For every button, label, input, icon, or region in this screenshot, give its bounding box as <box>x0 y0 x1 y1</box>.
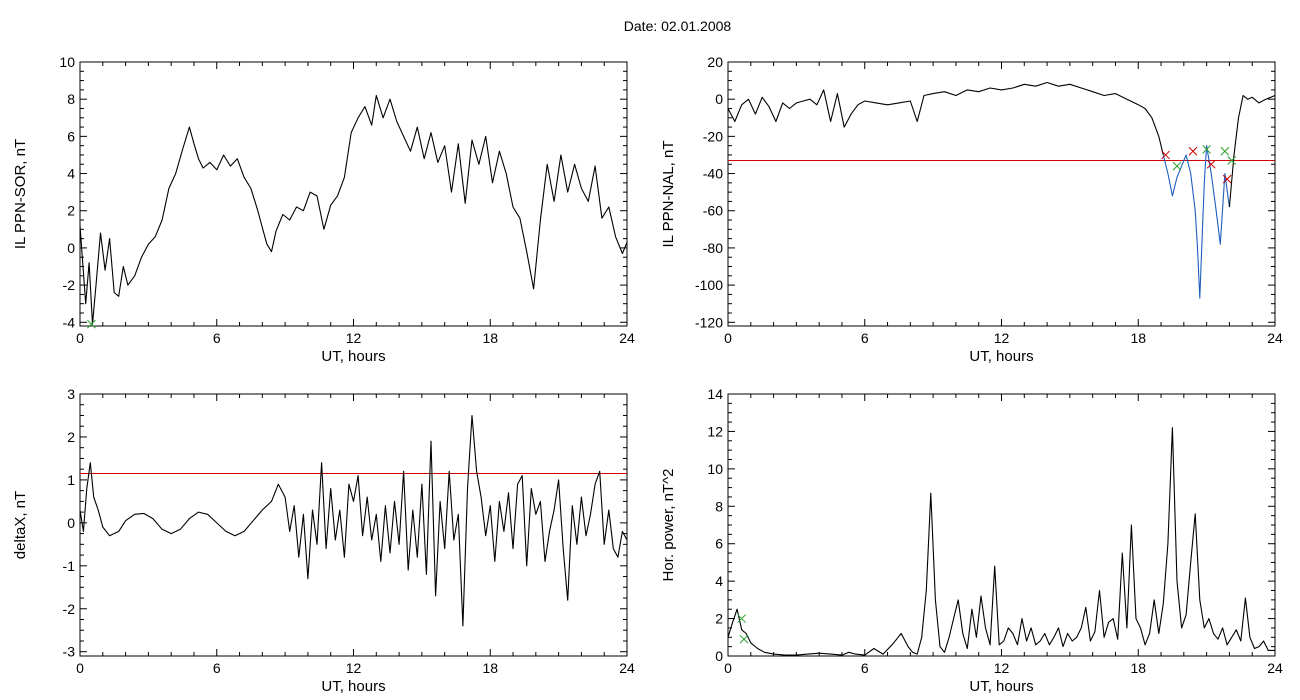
event-marker <box>1202 145 1211 154</box>
y-tick-label: -20 <box>703 128 723 144</box>
event-marker-stroke <box>1161 150 1170 160</box>
x-tick-label: 6 <box>213 660 221 676</box>
y-tick-label: -4 <box>63 314 76 330</box>
y-tick-label: -120 <box>695 314 723 330</box>
event-marker <box>739 634 749 644</box>
x-tick-label: 24 <box>1267 660 1283 676</box>
event-marker-stroke <box>1220 146 1230 156</box>
y-tick-label: -40 <box>703 166 723 182</box>
event-marker <box>1220 146 1230 156</box>
event-marker <box>1172 161 1182 171</box>
x-tick-label: 0 <box>724 660 732 676</box>
y-tick-label: 4 <box>67 166 75 182</box>
x-tick-label: 18 <box>482 660 498 676</box>
x-tick-label: 24 <box>1267 330 1283 346</box>
event-marker-stroke <box>1188 146 1198 156</box>
y-tick-label: 6 <box>67 128 75 144</box>
y-axis-label: IL PPN-NAL, nT <box>660 141 677 248</box>
y-tick-label: -80 <box>703 240 723 256</box>
y-tick-label: 8 <box>715 498 723 514</box>
y-tick-label: -60 <box>703 203 723 219</box>
y-tick-label: 3 <box>67 386 75 402</box>
x-tick-label: 0 <box>76 660 84 676</box>
x-tick-label: 6 <box>213 330 221 346</box>
event-marker-stroke <box>737 614 747 623</box>
x-tick-label: 24 <box>619 660 635 676</box>
event-marker <box>1161 150 1170 160</box>
y-tick-label: 10 <box>59 54 75 70</box>
x-axis-label: UT, hours <box>321 348 385 365</box>
event-marker <box>1222 174 1232 184</box>
x-tick-label: 0 <box>724 330 732 346</box>
y-tick-label: 1 <box>67 472 75 488</box>
y-tick-label: -1 <box>63 558 76 574</box>
y-tick-label: 2 <box>715 611 723 627</box>
y-tick-label: 6 <box>715 536 723 552</box>
event-marker-stroke <box>1222 174 1232 184</box>
x-tick-label: 18 <box>482 330 498 346</box>
event-marker <box>1188 146 1198 156</box>
y-tick-label: 2 <box>67 203 75 219</box>
plot-frame <box>79 61 628 327</box>
x-tick-label: 18 <box>1130 330 1146 346</box>
y-tick-label: 4 <box>715 573 723 589</box>
y-tick-label: -2 <box>63 277 76 293</box>
data-series-line <box>80 94 627 325</box>
y-tick-label: 10 <box>707 461 723 477</box>
y-tick-label: -3 <box>63 644 76 660</box>
data-series-line <box>80 414 627 627</box>
x-axis-label: UT, hours <box>321 678 385 695</box>
y-tick-label: 14 <box>707 386 723 402</box>
event-marker <box>87 319 96 329</box>
panel-il-ppn-nal: 0 6 12 18 24 -120 -100 -80 -60 -40 -20 0 20 UT, hours… <box>660 54 1283 365</box>
data-series-line <box>728 81 1164 156</box>
figure-date-title: Date: 02.01.2008 <box>623 18 732 34</box>
event-marker-stroke <box>1172 161 1182 171</box>
event-marker <box>737 614 747 623</box>
event-marker <box>1227 156 1237 165</box>
data-series-line <box>728 427 1275 656</box>
x-axis-label: UT, hours <box>969 348 1033 365</box>
x-tick-label: 12 <box>994 660 1010 676</box>
plot-frame <box>727 393 1276 657</box>
event-marker-stroke <box>1227 156 1237 165</box>
y-tick-label: 0 <box>67 515 75 531</box>
event-marker-stroke <box>1202 145 1211 154</box>
x-tick-label: 0 <box>76 330 84 346</box>
event-marker-stroke <box>1206 159 1216 169</box>
x-axis-label: UT, hours <box>969 678 1033 695</box>
x-tick-label: 6 <box>861 330 869 346</box>
y-tick-label: 0 <box>715 91 723 107</box>
x-tick-label: 24 <box>619 330 635 346</box>
y-tick-label: -100 <box>695 277 723 293</box>
y-axis-label: IL PPN-SOR, nT <box>12 139 29 249</box>
x-tick-label: 12 <box>346 330 362 346</box>
y-tick-label: 0 <box>715 648 723 664</box>
y-axis-label: deltaX, nT <box>12 491 29 559</box>
x-tick-label: 12 <box>994 330 1010 346</box>
x-tick-label: 18 <box>1130 660 1146 676</box>
y-tick-label: 12 <box>707 423 723 439</box>
x-tick-label: 6 <box>861 660 869 676</box>
y-tick-label: -2 <box>63 601 76 617</box>
x-tick-label: 12 <box>346 660 362 676</box>
data-series-line <box>1228 94 1275 208</box>
plot-frame <box>79 393 628 657</box>
y-axis-label: Hor. power, nT^2 <box>660 469 677 582</box>
y-tick-label: 20 <box>707 54 723 70</box>
y-tick-label: 2 <box>67 429 75 445</box>
data-series-line <box>1162 145 1230 299</box>
event-marker <box>1206 159 1216 169</box>
event-marker-stroke <box>739 634 749 644</box>
y-tick-label: 8 <box>67 91 75 107</box>
event-marker-stroke <box>87 319 96 329</box>
y-tick-label: 0 <box>67 240 75 256</box>
